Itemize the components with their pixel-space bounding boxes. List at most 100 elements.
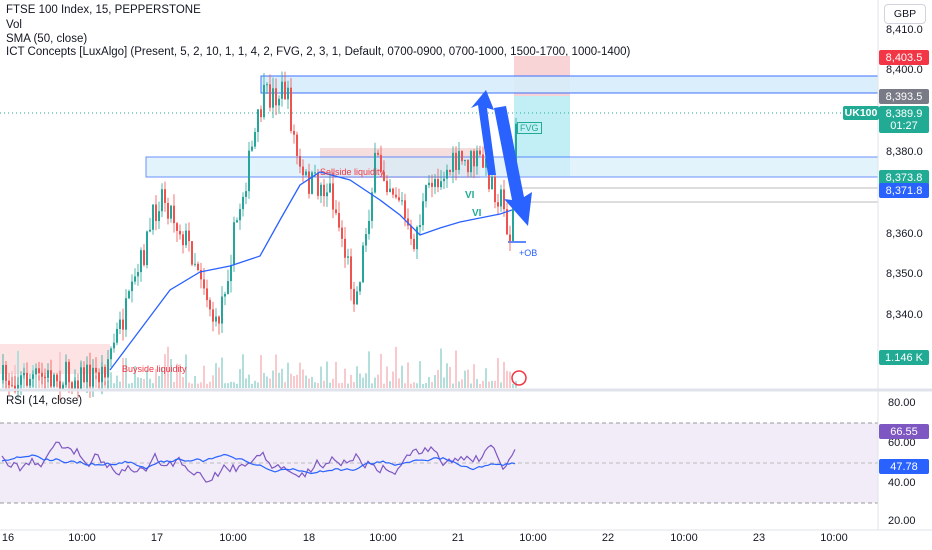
volume-bar — [356, 366, 358, 388]
candle — [443, 178, 445, 182]
countdown-badge: 01:27 — [879, 118, 929, 133]
volume-bar — [128, 383, 130, 388]
time-label-1000-c: 10:00 — [369, 532, 397, 544]
volume-bar — [380, 353, 382, 388]
candle — [344, 238, 346, 258]
legend-vol[interactable]: Vol — [6, 19, 22, 31]
candle — [494, 176, 496, 203]
volume-bar — [83, 379, 85, 388]
candle — [212, 309, 214, 322]
candle — [62, 384, 64, 390]
candle — [359, 282, 361, 292]
candles — [2, 71, 517, 401]
buyside-label: Buyside liquidity — [122, 364, 187, 374]
candle — [68, 361, 70, 383]
volume-bar — [314, 382, 316, 388]
candle — [314, 172, 316, 174]
volume-bar — [359, 373, 361, 388]
volume-bar — [458, 381, 460, 388]
volume-bar — [266, 376, 268, 388]
volume-bar — [161, 367, 163, 388]
volume-bar — [95, 375, 97, 388]
volume-bar — [335, 361, 337, 388]
candle — [53, 374, 55, 387]
candle — [80, 367, 82, 391]
candle — [374, 152, 376, 193]
candle — [371, 192, 373, 221]
candle — [281, 81, 283, 99]
candle — [404, 200, 406, 219]
volume-bar — [152, 383, 154, 388]
volume-bar — [119, 381, 121, 388]
candle — [221, 296, 223, 324]
volume-bar — [332, 378, 334, 388]
volume-bar — [467, 369, 469, 388]
candle — [230, 265, 232, 282]
volume-bar — [59, 351, 61, 388]
candle — [458, 151, 460, 171]
legend-ict[interactable]: ICT Concepts [LuxAlgo] (Present, 5, 2, 1… — [6, 46, 631, 58]
volume-bar — [113, 383, 115, 388]
candle — [239, 209, 241, 221]
candle — [416, 227, 418, 250]
volume-bar — [116, 375, 118, 388]
candle — [470, 151, 472, 173]
volume-bar — [479, 383, 481, 388]
rsi-value-badge: 66.55 — [879, 424, 929, 439]
candle — [158, 211, 160, 222]
volume-bar — [347, 383, 349, 388]
candle — [380, 154, 382, 172]
candle — [341, 227, 343, 239]
volume-bar — [326, 361, 328, 388]
candle — [218, 316, 220, 324]
volume-badge: 1.146 K — [879, 350, 929, 365]
legend-sma[interactable]: SMA (50, close) — [6, 33, 88, 45]
candle — [170, 205, 172, 219]
rsi-ma-badge: 47.78 — [879, 459, 929, 474]
volume-bar — [497, 358, 499, 388]
candle — [182, 234, 184, 246]
rsi-title[interactable]: RSI (14, close) — [6, 395, 83, 407]
candle — [137, 272, 139, 277]
candle — [197, 263, 199, 270]
candle — [194, 263, 196, 265]
volume-bar — [470, 383, 472, 388]
time-label-16: 16 — [1, 532, 15, 544]
volume-bar — [293, 376, 295, 388]
volume-bar — [239, 369, 241, 388]
candle — [92, 367, 94, 387]
candle — [410, 225, 412, 239]
price-label-8380: 8,380.0 — [886, 146, 923, 158]
candle — [317, 172, 319, 196]
candle — [149, 229, 151, 232]
candle — [122, 319, 124, 330]
arrow-up — [471, 90, 496, 175]
volume-bar — [386, 366, 388, 388]
volume-bar — [428, 376, 430, 388]
volume-bar — [17, 350, 19, 388]
volume-bar — [38, 375, 40, 388]
candle — [425, 185, 427, 202]
candle — [296, 134, 298, 156]
volume-bar — [125, 357, 127, 388]
price-label-8340: 8,340.0 — [886, 309, 923, 321]
volume-bar — [500, 382, 502, 388]
volume-bar — [290, 373, 292, 388]
candle — [302, 166, 304, 176]
volume-bar — [269, 378, 271, 388]
volume-bar — [341, 382, 343, 388]
time-label-23: 23 — [752, 532, 766, 544]
candle — [128, 291, 130, 299]
price-badge-level2: 8,371.8 — [879, 183, 929, 198]
price-badge-current: 8,389.9 — [879, 106, 929, 121]
rsi-axis-80: 80.00 — [888, 397, 916, 409]
volume-bar — [338, 383, 340, 388]
legend-symbol[interactable]: FTSE 100 Index, 15, PEPPERSTONE — [6, 4, 201, 16]
volume-bar — [425, 382, 427, 388]
volume-bar — [263, 373, 265, 388]
currency-button[interactable]: GBP — [884, 4, 926, 24]
volume-bar — [443, 377, 445, 388]
candle — [419, 225, 421, 228]
volume-bar — [158, 376, 160, 388]
